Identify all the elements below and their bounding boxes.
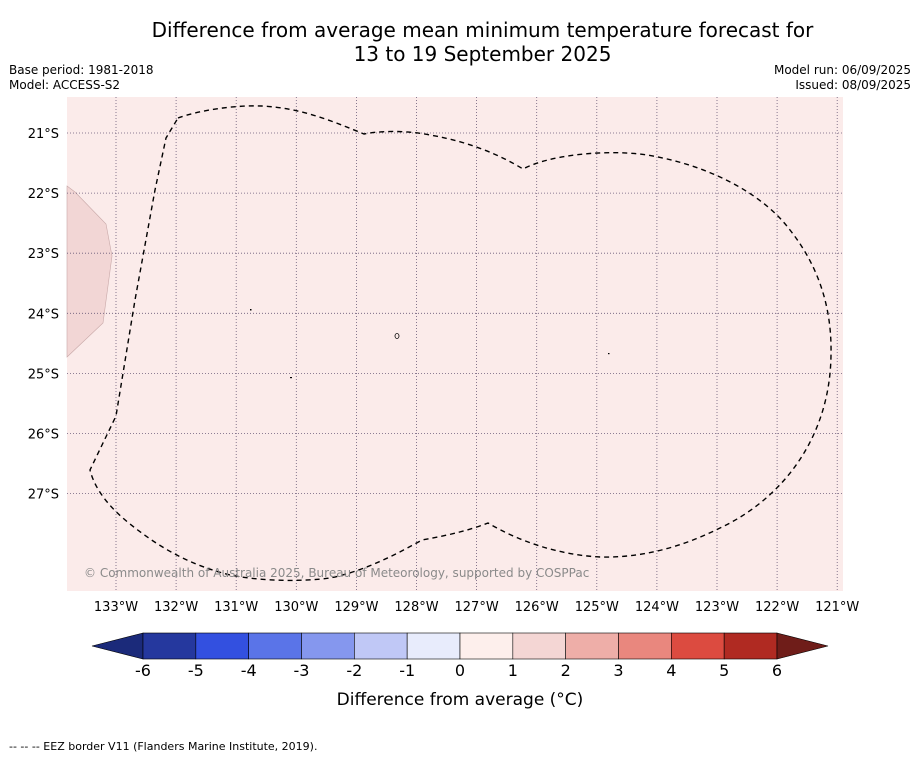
info-right: Model run: 06/09/2025 Issued: 08/09/2025 — [774, 63, 911, 93]
colorbar-segment — [459, 632, 514, 660]
info-left: Base period: 1981-2018 Model: ACCESS-S2 — [9, 63, 154, 93]
colorbar-tick-label: 3 — [613, 661, 623, 680]
colorbar-segment — [512, 632, 566, 660]
colorbar-segment — [248, 632, 302, 660]
island-dot — [250, 309, 252, 311]
longitude-label: 121°W — [815, 600, 859, 615]
latitude-label: 27°S — [28, 488, 59, 503]
anomaly-region — [66, 185, 113, 358]
colorbar-tick-label: 5 — [719, 661, 729, 680]
colorbar-label: Difference from average (°C) — [337, 690, 584, 710]
longitude-label: 122°W — [755, 600, 799, 615]
longitude-label: 127°W — [455, 600, 499, 615]
latitude-label: 24°S — [28, 307, 59, 322]
longitude-label: 125°W — [575, 600, 619, 615]
colorbar-segment — [142, 632, 197, 660]
colorbar-segment — [301, 632, 355, 660]
base-period-text: Base period: 1981-2018 — [9, 63, 154, 77]
colorbar-tick-label: 1 — [508, 661, 518, 680]
model-text: Model: ACCESS-S2 — [9, 78, 121, 92]
eez-border — [89, 105, 832, 582]
latitude-labels: 21°S 22°S 23°S 24°S 25°S 26°S 27°S — [28, 127, 59, 503]
longitude-labels: 133°W 132°W 131°W 130°W 129°W 128°W 127°W 126°W… — [94, 600, 860, 615]
colorbar-tick-label: -2 — [346, 661, 362, 680]
model-run-text: Model run: 06/09/2025 — [773, 63, 911, 77]
longitude-label: 126°W — [515, 600, 559, 615]
latitude-label: 26°S — [28, 428, 59, 443]
colorbar-tick-label: -6 — [135, 661, 151, 680]
colorbar-segment — [406, 632, 461, 660]
latitude-label: 21°S — [28, 127, 59, 142]
longitude-label: 129°W — [334, 600, 378, 615]
colorbar-segment — [671, 632, 725, 660]
longitude-label: 124°W — [635, 600, 679, 615]
copyright-text: © Commonwealth of Australia 2025, Bureau… — [84, 566, 589, 580]
island-dot — [290, 377, 292, 379]
colorbar-tick-label: -3 — [294, 661, 310, 680]
colorbar-tick-label: -5 — [188, 661, 204, 680]
eez-legend-text: -- -- -- EEZ border V11 (Flanders Marine… — [9, 740, 318, 753]
colorbar: -6 -5 -4 -3 -2 -1 0 1 2 3 4 5 6 — [91, 632, 829, 680]
colorbar-segment — [354, 632, 408, 660]
graticule — [67, 97, 843, 591]
longitude-label: 131°W — [214, 600, 258, 615]
latitude-label: 22°S — [28, 187, 59, 202]
colorbar-tick-label: 2 — [561, 661, 571, 680]
title-line-2: 13 to 19 September 2025 — [353, 42, 612, 66]
longitude-label: 132°W — [154, 600, 198, 615]
colorbar-under-triangle — [91, 632, 144, 660]
colorbar-over-triangle — [776, 632, 829, 660]
longitude-label: 130°W — [274, 600, 318, 615]
latitude-label: 23°S — [28, 247, 59, 262]
island-dot — [608, 353, 610, 355]
issued-text: Issued: 08/09/2025 — [795, 78, 911, 92]
colorbar-tick-label: 0 — [455, 661, 465, 680]
longitude-label: 133°W — [94, 600, 138, 615]
map-background — [67, 97, 843, 591]
chart-title: Difference from average mean minimum tem… — [0, 18, 919, 66]
longitude-label: 123°W — [695, 600, 739, 615]
colorbar-tick-label: 4 — [666, 661, 676, 680]
colorbar-tick-label: 6 — [772, 661, 782, 680]
colorbar-segment — [723, 632, 778, 660]
colorbar-segment — [195, 632, 249, 660]
island-outline — [394, 333, 400, 339]
colorbar-segment — [565, 632, 619, 660]
title-line-1: Difference from average mean minimum tem… — [151, 18, 814, 42]
latitude-label: 25°S — [28, 367, 59, 382]
longitude-label: 128°W — [394, 600, 438, 615]
colorbar-tick-label: -4 — [241, 661, 257, 680]
colorbar-segment — [618, 632, 672, 660]
colorbar-tick-label: -1 — [399, 661, 415, 680]
